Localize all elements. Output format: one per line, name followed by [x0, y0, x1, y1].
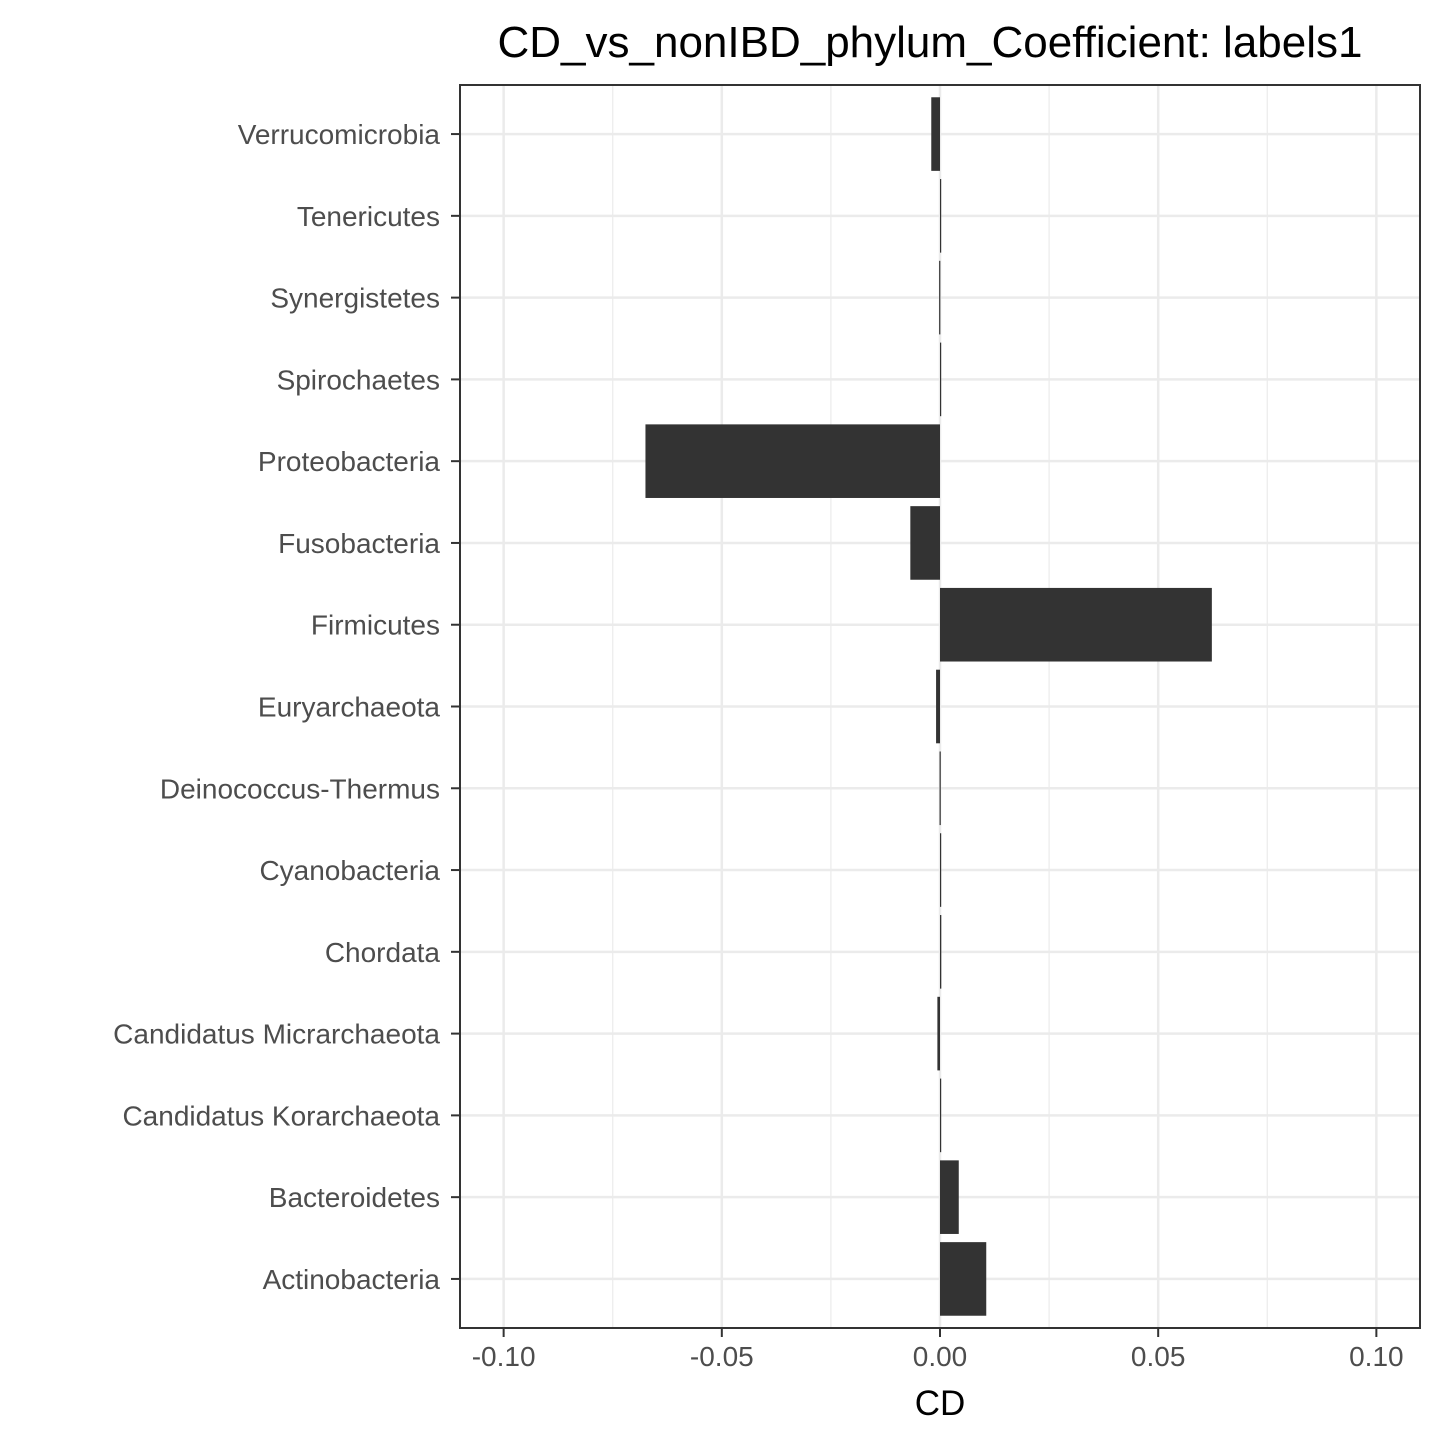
bar-tenericutes	[940, 179, 942, 253]
x-tick-label: 0.05	[1131, 1341, 1186, 1372]
y-tick-label: Chordata	[325, 937, 441, 968]
x-axis-title: CD	[915, 1384, 966, 1423]
bar-euryarchaeota	[936, 669, 940, 744]
bar-synergistetes	[939, 260, 941, 335]
chart-title: CD_vs_nonIBD_phylum_Coefficient: labels1	[497, 18, 1362, 67]
bar-bacteroidetes	[940, 1160, 959, 1234]
y-tick-label: Fusobacteria	[278, 528, 440, 559]
bar-verrucomicrobia	[931, 97, 940, 171]
bar-proteobacteria	[645, 424, 940, 498]
y-tick-label: Tenericutes	[297, 201, 440, 232]
bars	[645, 97, 1212, 1316]
y-tick-label: Candidatus Micrarchaeota	[113, 1019, 440, 1050]
y-tick-label: Bacteroidetes	[269, 1182, 440, 1213]
bar-firmicutes	[940, 587, 1212, 662]
bar-deinococcus-thermus	[939, 751, 941, 826]
y-tick-label: Spirochaetes	[277, 364, 440, 395]
bar-spirochaetes	[940, 342, 942, 417]
x-tick-label: 0.00	[913, 1341, 968, 1372]
bar-candidatus-micrarchaeota	[937, 996, 940, 1071]
y-tick-label: Firmicutes	[311, 610, 440, 641]
x-axis: -0.10 -0.05 0.00 0.05 0.10	[472, 1328, 1404, 1372]
y-tick-label: Synergistetes	[270, 283, 440, 314]
y-axis: Verrucomicrobia Tenericutes Synergistetes S…	[113, 119, 460, 1295]
y-tick-label: Actinobacteria	[263, 1264, 441, 1295]
y-tick-label: Cyanobacteria	[259, 855, 440, 886]
x-tick-label: -0.10	[472, 1341, 536, 1372]
bar-candidatus-korarchaeota	[940, 1078, 942, 1153]
x-tick-label: 0.10	[1349, 1341, 1404, 1372]
y-tick-label: Verrucomicrobia	[238, 119, 441, 150]
y-tick-label: Proteobacteria	[258, 446, 441, 477]
bar-actinobacteria	[940, 1242, 987, 1316]
y-tick-label: Deinococcus-Thermus	[160, 773, 440, 804]
y-tick-label: Euryarchaeota	[258, 692, 441, 723]
y-tick-label: Candidatus Korarchaeota	[122, 1100, 440, 1131]
x-tick-label: -0.05	[690, 1341, 754, 1372]
bar-cyanobacteria	[940, 833, 942, 907]
bar-fusobacteria	[910, 506, 940, 580]
bar-chordata	[940, 915, 942, 989]
